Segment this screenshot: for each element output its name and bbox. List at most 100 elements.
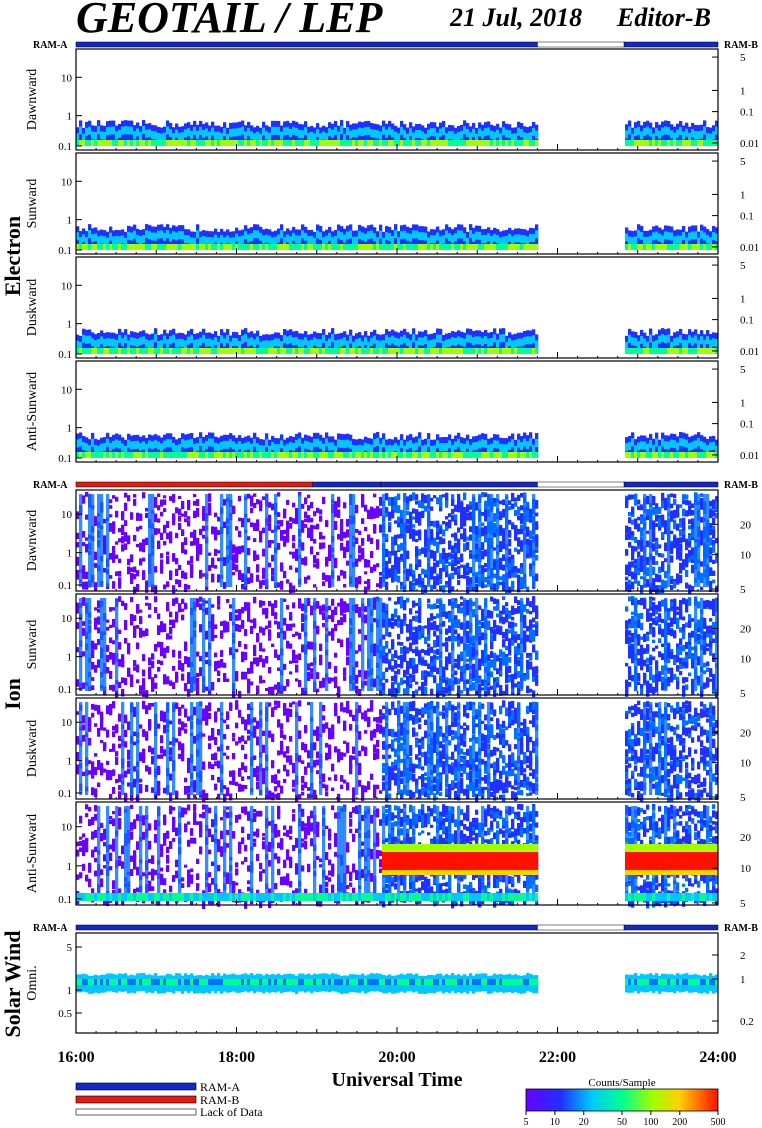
spectrogram-cell bbox=[184, 643, 188, 652]
spectrogram-cell bbox=[511, 140, 515, 146]
spectrogram-cell bbox=[460, 348, 464, 354]
spectrogram-cell bbox=[286, 336, 290, 345]
spectrogram-cell bbox=[703, 340, 707, 349]
spectrogram-cell bbox=[229, 439, 233, 448]
spectrogram-cell bbox=[454, 244, 458, 250]
spectrogram-cell bbox=[259, 452, 263, 458]
spectrogram-cell bbox=[403, 445, 407, 454]
spectrogram-cell bbox=[508, 233, 512, 242]
spectrogram-cell bbox=[286, 624, 290, 631]
spectrogram-cell bbox=[487, 140, 491, 146]
spectrogram-cell bbox=[373, 649, 377, 657]
spectrogram-cell bbox=[124, 536, 128, 542]
spectrogram-cell bbox=[277, 542, 281, 550]
spectrogram-cell bbox=[628, 452, 632, 458]
spectrogram-cell bbox=[223, 237, 227, 246]
spectrogram-cell bbox=[289, 516, 293, 522]
spectrogram-cell bbox=[529, 568, 533, 577]
spectrogram-cell bbox=[136, 543, 140, 548]
spectrogram-cell bbox=[628, 334, 632, 343]
spectrogram-cell bbox=[637, 244, 641, 250]
spectrogram-cell bbox=[343, 244, 347, 250]
spectrogram-cell bbox=[697, 140, 701, 146]
spectrogram-cell bbox=[301, 348, 305, 354]
spectrogram-cell bbox=[280, 598, 284, 691]
spectrogram-cell bbox=[109, 244, 113, 250]
spectrogram-cell bbox=[364, 670, 368, 676]
spectrogram-cell bbox=[88, 335, 92, 344]
spectrogram-cell bbox=[400, 542, 404, 551]
spectrogram-cell bbox=[385, 560, 389, 566]
spectrogram-cell bbox=[409, 452, 413, 458]
spectrogram-cell bbox=[112, 338, 116, 347]
spectrogram-cell bbox=[535, 573, 539, 582]
spectrogram-cell bbox=[211, 559, 215, 568]
spectrogram-cell bbox=[364, 571, 368, 575]
spectrogram-cell bbox=[535, 521, 539, 529]
spectrogram-cell bbox=[454, 567, 458, 575]
spectrogram-cell bbox=[691, 522, 695, 530]
spectrogram-cell bbox=[415, 510, 419, 519]
spectrogram-cell bbox=[307, 515, 311, 523]
spectrogram-cell bbox=[316, 672, 320, 680]
spectrogram-cell bbox=[334, 501, 338, 509]
spectrogram-cell bbox=[385, 565, 389, 573]
spectrogram-cell bbox=[196, 140, 200, 146]
spectrogram-cell bbox=[313, 525, 317, 530]
spectrogram-cell bbox=[334, 526, 338, 530]
spectrogram-cell bbox=[502, 535, 506, 544]
spectrogram-cell bbox=[79, 244, 83, 250]
spectrogram-cell bbox=[310, 609, 314, 616]
spectrogram-cell bbox=[451, 131, 455, 140]
spectrogram-cell bbox=[286, 234, 290, 243]
spectrogram-cell bbox=[481, 542, 485, 551]
left-tick-label: 0.1 bbox=[58, 141, 72, 153]
spectrogram-cell bbox=[652, 583, 656, 592]
spectrogram-cell bbox=[304, 140, 308, 146]
spectrogram-cell bbox=[82, 133, 86, 142]
spectrogram-cell bbox=[115, 348, 119, 354]
spectrogram-cell bbox=[658, 518, 662, 527]
spectrogram-cell bbox=[412, 492, 416, 501]
spectrogram-cell bbox=[127, 495, 131, 502]
spectrogram-cell bbox=[271, 529, 275, 533]
spectrogram-cell bbox=[628, 511, 632, 517]
spectrogram-cell bbox=[322, 572, 326, 581]
spectrogram-cell bbox=[310, 517, 314, 523]
spectrogram-cell bbox=[415, 348, 419, 354]
spectrogram-cell bbox=[496, 452, 500, 458]
spectrogram-cell bbox=[160, 532, 164, 540]
spectrogram-cell bbox=[97, 236, 101, 245]
spectrogram-cell bbox=[385, 537, 389, 543]
spectrogram-cell bbox=[673, 524, 677, 528]
spectrogram-cell bbox=[244, 244, 248, 250]
spectrogram-cell bbox=[82, 244, 86, 250]
spectrogram-cell bbox=[118, 660, 122, 667]
spectrogram-cell bbox=[100, 244, 104, 250]
spectrogram-cell bbox=[205, 236, 209, 245]
spectrogram-cell bbox=[217, 574, 221, 583]
spectrogram-cell bbox=[628, 520, 632, 524]
spectrogram-cell bbox=[685, 237, 689, 246]
spectrogram-cell bbox=[85, 543, 89, 553]
spectrogram-cell bbox=[292, 551, 296, 559]
spectrogram-cell bbox=[355, 585, 359, 589]
spectrogram-cell bbox=[400, 244, 404, 250]
spectrogram-cell bbox=[280, 348, 284, 354]
spectrogram-cell bbox=[694, 335, 698, 344]
spectrogram-cell bbox=[367, 126, 371, 135]
spectrogram-cell bbox=[346, 231, 350, 240]
spectrogram-cell bbox=[400, 348, 404, 354]
spectrogram-cell bbox=[175, 232, 179, 241]
spectrogram-cell bbox=[109, 348, 113, 354]
spectrogram-cell bbox=[157, 659, 161, 664]
spectrogram-cell bbox=[328, 338, 332, 347]
spectrogram-cell bbox=[406, 348, 410, 354]
left-tick-label: 10 bbox=[61, 280, 73, 292]
spectrogram-cell bbox=[301, 452, 305, 458]
spectrogram-cell bbox=[82, 495, 86, 504]
right-tick-label: 5 bbox=[740, 52, 746, 64]
spectrogram-cell bbox=[265, 340, 269, 349]
spectrogram-cell bbox=[325, 140, 329, 146]
spectrogram-cell bbox=[307, 505, 311, 511]
